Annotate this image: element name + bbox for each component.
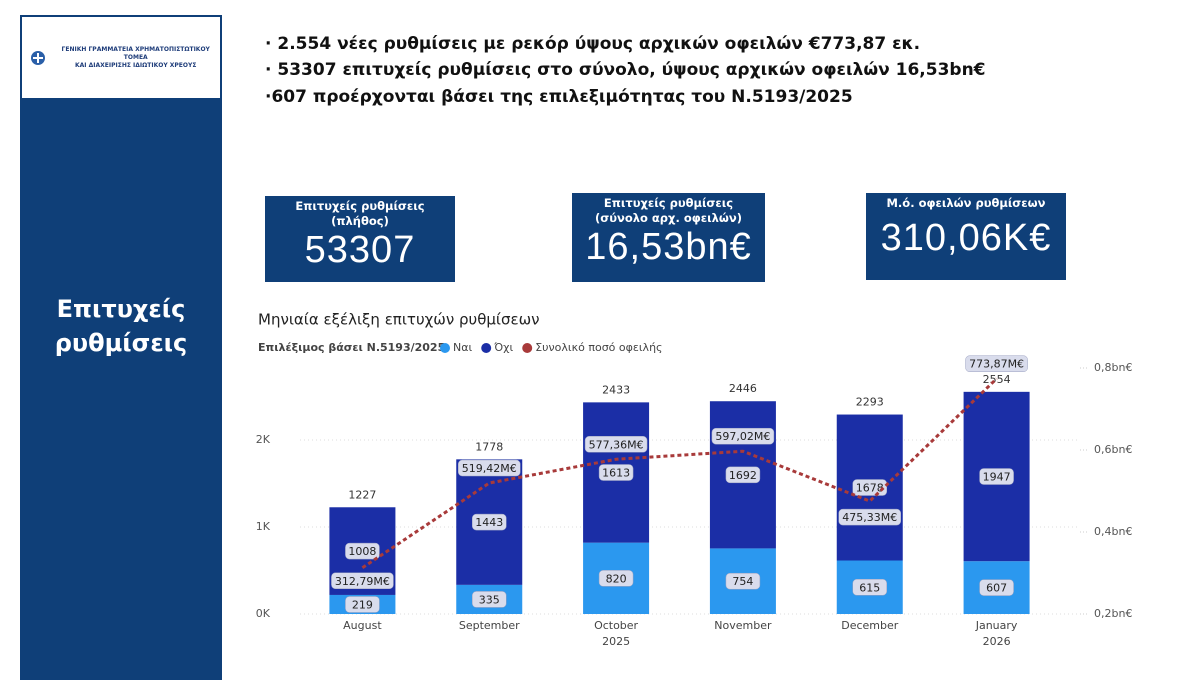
logo-text: ΓΕΝΙΚΗ ΓΡΑΜΜΑΤΕΙΑ ΧΡΗΜΑΤΟΠΙΣΤΩΤΙΚΟΥ ΤΟΜΕ… <box>61 45 210 61</box>
line-label: 519,42M€ <box>462 462 517 475</box>
segment-label: 1678 <box>856 482 884 495</box>
y-tick-label: 2K <box>256 433 271 446</box>
legend-title: Επιλέξιμος βάσει Ν.5193/2025 <box>258 341 445 354</box>
logo-emblem <box>31 50 45 65</box>
segment-label-box <box>979 468 1014 485</box>
segment-label: 335 <box>479 593 500 606</box>
kpi-label: Επιτυχείς ρυθμίσεις (πλήθος) <box>295 199 425 228</box>
segment-label-box <box>852 479 887 496</box>
segment-label-box <box>472 591 507 608</box>
segment-label-box <box>725 572 761 590</box>
segment-label: 615 <box>859 581 880 594</box>
line-label-box <box>965 355 1028 372</box>
total-label: 2554 <box>983 373 1011 386</box>
line-label: 312,79M€ <box>335 575 390 588</box>
x-tick-label: January <box>975 619 1018 632</box>
kpi-value: 53307 <box>304 229 416 271</box>
total-label: 1778 <box>475 440 503 453</box>
segment-label: 1692 <box>729 469 757 482</box>
y2-tick-label: 0,6bn€ <box>1094 443 1132 456</box>
y-tick-label: 1K <box>256 520 271 533</box>
x-tick-label: August <box>343 619 382 632</box>
line-label-box <box>458 459 521 477</box>
y2-tick-label: 0,8bn€ <box>1094 361 1132 374</box>
total-label: 2433 <box>602 383 630 396</box>
legend-marker <box>440 343 450 353</box>
sidebar <box>20 15 222 680</box>
line-label-box <box>838 508 901 526</box>
line-label: 773,87M€ <box>969 358 1024 371</box>
kpi-label: Μ.ό. οφειλών ρυθμίσεων <box>886 196 1046 210</box>
kpi-card: Επιτυχείς ρυθμίσεις (σύνολο αρχ. οφειλών… <box>572 193 765 282</box>
segment-label: 1947 <box>983 471 1011 484</box>
segment-label-box <box>345 542 380 560</box>
line-label: 597,02M€ <box>715 430 770 443</box>
line-label: 577,36M€ <box>589 438 644 451</box>
segment-label-box <box>852 579 887 596</box>
highlight-text: 53307 επιτυχείς ρυθμίσεις στο σύνολο, ύψ… <box>277 60 986 80</box>
kpi-card: Επιτυχείς ρυθμίσεις (πλήθος) 53307 <box>265 196 455 282</box>
x-tick-label: September <box>459 619 520 632</box>
y2-tick-label: 0,2bn€ <box>1094 607 1132 620</box>
segment-label: 820 <box>606 572 627 585</box>
kpi-label: Επιτυχείς ρυθμίσεις (σύνολο αρχ. οφειλών… <box>595 196 742 225</box>
sidebar-title: Επιτυχείς ρυθμίσεις <box>54 295 188 357</box>
logo-text: ΚΑΙ ΔΙΑΧΕΙΡΙΣΗΣ ΙΔΙΩΤΙΚΟΥ ΧΡΕΟΥΣ <box>75 61 197 69</box>
segment-label-box <box>345 596 380 613</box>
total-label: 1227 <box>348 488 376 501</box>
legend-marker <box>522 343 533 353</box>
logo: ΓΕΝΙΚΗ ΓΡΑΜΜΑΤΕΙΑ ΧΡΗΜΑΤΟΠΙΣΤΩΤΙΚΟΥ ΤΟΜΕ… <box>22 17 220 98</box>
segment-label: 1443 <box>475 516 503 529</box>
x-tick-label: October <box>594 619 638 632</box>
kpi-card: Μ.ό. οφειλών ρυθμίσεων 310,06K€ <box>866 193 1066 280</box>
y-tick-label: 0K <box>256 607 271 620</box>
x-sublabel: 2026 <box>983 635 1011 648</box>
segment-label-box <box>598 464 634 481</box>
highlight: · 53307 επιτυχείς ρυθμίσεις στο σύνολο, … <box>265 60 986 80</box>
kpi-value: 16,53bn€ <box>585 226 752 268</box>
legend-label: Όχι <box>493 341 513 354</box>
total-label: 2446 <box>729 382 757 395</box>
highlight: ·607 προέρχονται βάσει της επιλεξιμότητα… <box>265 87 853 107</box>
y2-tick-label: 0,4bn€ <box>1094 525 1132 538</box>
segment-label: 1613 <box>602 467 630 480</box>
legend-marker <box>481 343 492 353</box>
line-label: 475,33M€ <box>842 511 897 524</box>
segment-label: 754 <box>732 575 753 588</box>
line-label-box <box>584 436 648 453</box>
chart-title: Μηνιαία εξέλιξη επιτυχών ρυθμίσεων <box>258 311 540 329</box>
x-tick-label: November <box>714 619 772 632</box>
legend-label: Συνολικό ποσό οφειλής <box>535 341 662 354</box>
kpi-value: 310,06K€ <box>880 217 1052 259</box>
line-label-box <box>711 427 775 445</box>
total-label: 2293 <box>856 396 884 409</box>
x-tick-label: December <box>841 619 899 632</box>
line-label-box <box>331 572 394 590</box>
highlight-text: 2.554 νέες ρυθμίσεις με ρεκόρ ύψους αρχι… <box>277 34 921 54</box>
segment-label: 607 <box>986 582 1007 595</box>
highlight-text: 607 προέρχονται βάσει της επιλεξιμότητας… <box>271 87 853 107</box>
segment-label-box <box>725 466 761 484</box>
segment-label: 219 <box>352 598 373 611</box>
segment-label: 1008 <box>348 545 376 558</box>
highlight: · 2.554 νέες ρυθμίσεις με ρεκόρ ύψους αρ… <box>265 34 921 54</box>
x-sublabel: 2025 <box>602 635 630 648</box>
segment-label-box <box>598 570 634 587</box>
segment-label-box <box>472 513 507 531</box>
segment-label-box <box>979 579 1014 596</box>
line <box>361 377 998 570</box>
legend-label: Ναι <box>453 341 472 354</box>
